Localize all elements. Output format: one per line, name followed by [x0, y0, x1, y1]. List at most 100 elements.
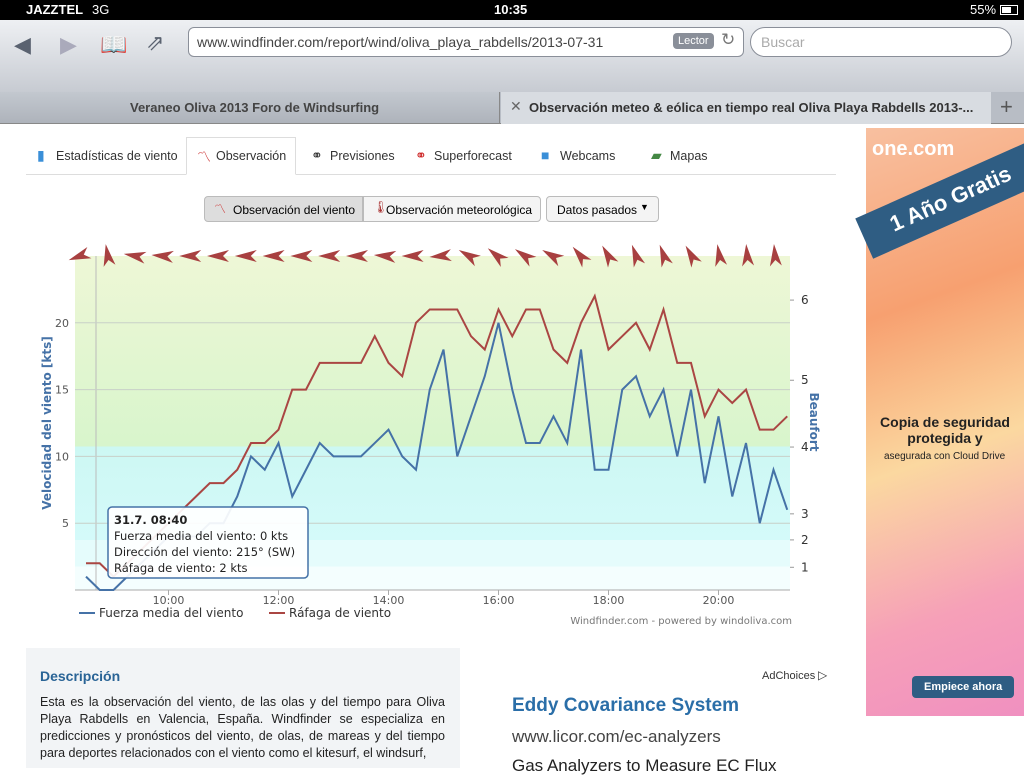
wind-arrow [207, 250, 229, 262]
x-tick-label: 18:00 [593, 594, 625, 607]
battery-icon [1000, 5, 1018, 15]
ad-text: Gas Analyzers to Measure EC Flux [512, 756, 777, 775]
tooltip-title: 31.7. 08:40 [114, 513, 187, 527]
nav-tab[interactable]: Previsiones [330, 149, 395, 163]
subnav-button-active[interactable]: Observación del viento [204, 196, 363, 222]
wind-arrow [262, 250, 285, 262]
tooltip-line: Ráfaga de viento: 2 kts [114, 561, 248, 575]
wind-arrow [514, 249, 537, 267]
tab-active[interactable]: ✕ Observación meteo & eólica en tiempo r… [501, 92, 991, 124]
tab-close[interactable]: ✕ [510, 98, 522, 114]
wind-arrow [458, 250, 481, 267]
y2-axis-label: Beaufort [807, 392, 821, 451]
nav-tab[interactable]: Mapas [670, 149, 708, 163]
y-tick-label: 10 [55, 450, 69, 463]
y-axis-label: Velocidad del viento [kts] [40, 336, 54, 509]
battery: 55% [970, 2, 997, 17]
y2-tick-label: 6 [801, 293, 809, 307]
wind-arrow [602, 245, 619, 268]
icon: 🌡 [373, 200, 389, 214]
nav-tab[interactable]: Observación [216, 149, 287, 163]
wind-arrow [631, 244, 646, 268]
nav-icon: ▮ [37, 147, 45, 163]
adchoices-icon: ▷ [818, 668, 828, 682]
chart: 5 10 15 20 1 2 3 4 5 6 10:00 12:00 14:00 16:00 18:00 20… [40, 244, 821, 627]
nav-tab[interactable]: Webcams [560, 149, 616, 163]
adchoices[interactable]: AdChoices [762, 670, 816, 682]
description-text: Esta es la observación del viento, de la… [40, 695, 445, 760]
y2-tick-label: 4 [801, 440, 809, 454]
back-button[interactable]: ◀ [14, 32, 31, 57]
wind-arrow [103, 244, 116, 267]
status-bar: JAZZTEL 3G 10:35 55% [0, 0, 1024, 20]
wind-arrow [373, 250, 397, 263]
y2-tick-label: 2 [801, 533, 809, 547]
x-tick-label: 14:00 [373, 594, 405, 607]
subnav-button[interactable]: Observación meteorológica [363, 196, 541, 222]
reader-button[interactable]: Lector [673, 33, 714, 49]
x-tick-label: 12:00 [263, 594, 295, 607]
tab-bar: Veraneo Oliva 2013 Foro de Windsurfing ✕… [0, 92, 1024, 124]
nav-active-tab [186, 137, 296, 175]
wind-arrow [401, 250, 424, 262]
nav-tab[interactable]: Estadísticas de viento [56, 149, 178, 163]
wind-arrow [487, 248, 509, 268]
y-tick-label: 15 [55, 384, 69, 397]
wind-arrow [68, 246, 92, 261]
x-tick-label: 10:00 [153, 594, 185, 607]
x-tick-label: 20:00 [703, 594, 735, 607]
tab-title: Veraneo Oliva 2013 Foro de Windsurfing [130, 100, 380, 115]
wind-arrow [742, 244, 755, 267]
description-heading: Descripción [40, 668, 121, 684]
nav-rule [26, 174, 836, 175]
legend-label: Fuerza media del viento [99, 606, 243, 620]
ad-button[interactable]: Empiece ahora [912, 676, 1015, 698]
subnav-dropdown[interactable]: Datos pasados [546, 196, 659, 222]
search-field[interactable]: Buscar [750, 27, 1012, 57]
wind-arrow [572, 246, 592, 268]
tab-title: Observación meteo & eólica en tiempo rea… [529, 100, 974, 115]
y-tick-label: 5 [62, 517, 69, 530]
nav-icon: ⚭ [311, 147, 323, 163]
wind-arrow [769, 244, 782, 267]
reload-button[interactable]: ↻ [721, 30, 736, 49]
carrier: JAZZTEL [26, 2, 84, 17]
ad-url[interactable]: www.licor.com/ec-analyzers [512, 727, 721, 746]
wind-arrow [179, 250, 202, 262]
ad-title[interactable]: Eddy Covariance System [512, 695, 740, 716]
bookmarks-button[interactable]: 📖 [100, 32, 128, 57]
ad-sub: asegurada con Cloud Drive [884, 451, 1006, 462]
toolbar: ◀ ▶ 📖 ⇗ www.windfinder.com/report/wind/o… [0, 20, 1024, 92]
nav-tab[interactable]: Superforecast [434, 149, 512, 163]
wind-arrow [685, 245, 702, 268]
ad-banner-text: 1 Año Gratis [885, 160, 1015, 237]
search-placeholder: Buscar [761, 34, 805, 50]
ad-headline: Copia de seguridad protegida y [880, 414, 1010, 446]
y2-tick-label: 5 [801, 373, 809, 387]
wind-arrow [429, 249, 452, 262]
nav-icon: ⚭ [415, 147, 427, 163]
y2-tick-label: 1 [801, 560, 809, 574]
description: Descripción Esta es la observación del v… [26, 648, 460, 768]
subnav: Observación del viento Observación meteo… [204, 196, 660, 222]
share-button[interactable]: ⇗ [146, 30, 165, 55]
icon: 〽 [214, 202, 227, 216]
wind-arrow [123, 251, 147, 264]
side-ad[interactable]: one.com 1 Año Gratis Copia de seguridad … [855, 128, 1024, 716]
wind-arrow [234, 250, 257, 262]
new-tab-button[interactable]: + [1000, 94, 1013, 119]
y2-tick-label: 3 [801, 507, 809, 521]
tab[interactable]: Veraneo Oliva 2013 Foro de Windsurfing [0, 92, 500, 123]
url: www.windfinder.com/report/wind/oliva_pla… [197, 34, 604, 50]
address-bar[interactable]: www.windfinder.com/report/wind/oliva_pla… [188, 27, 744, 57]
forward-button[interactable]: ▶ [60, 32, 77, 57]
nav-icon: ■ [541, 147, 550, 163]
wind-arrow [290, 250, 313, 262]
wind-arrow [346, 250, 368, 262]
legend-label: Ráfaga de viento [289, 606, 391, 620]
ad-brand: one.com [872, 138, 955, 160]
tooltip [107, 506, 309, 579]
wind-arrow [151, 250, 174, 263]
tooltip-line: Fuerza media del viento: 0 kts [114, 529, 288, 543]
